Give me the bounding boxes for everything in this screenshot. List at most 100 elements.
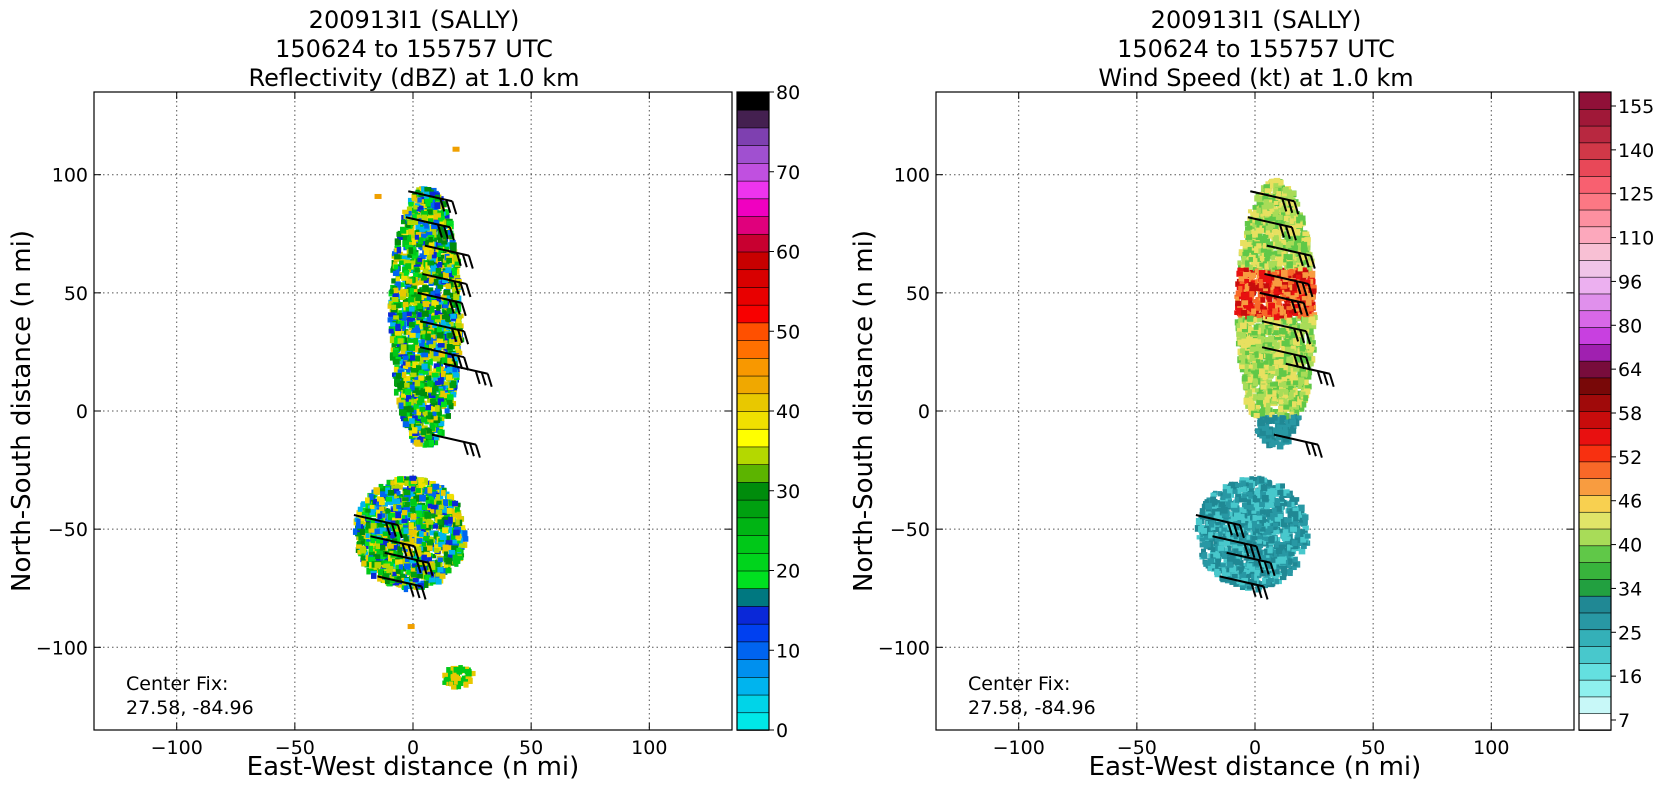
radar-echo-pixel bbox=[402, 510, 407, 515]
panel-title-line-3: Reflectivity (dBZ) at 1.0 km bbox=[249, 64, 580, 92]
colorbar-segment bbox=[737, 641, 769, 659]
radar-echo-pixel bbox=[424, 512, 431, 519]
radar-echo-pixel bbox=[386, 497, 392, 502]
radar-echo-pixel bbox=[366, 568, 370, 575]
colorbar-segment bbox=[737, 535, 769, 553]
radar-echo-pixel bbox=[409, 322, 415, 327]
radar-echo-pixel bbox=[419, 280, 424, 285]
radar-echo-pixel bbox=[405, 389, 411, 395]
radar-echo-pixel bbox=[1237, 260, 1241, 265]
radar-echo-pixel bbox=[420, 383, 425, 388]
radar-echo-pixel bbox=[1290, 374, 1296, 379]
radar-echo-pixel bbox=[399, 564, 403, 569]
radar-echo-pixel bbox=[453, 530, 460, 536]
center-fix-value: 27.58, -84.96 bbox=[126, 697, 254, 719]
radar-echo-pixel bbox=[388, 490, 394, 496]
radar-echo-pixel bbox=[1302, 401, 1307, 407]
y-tick-label: −50 bbox=[48, 519, 88, 541]
radar-echo-pixel bbox=[443, 290, 450, 296]
radar-echo-pixel bbox=[1253, 372, 1258, 379]
radar-echo-pixel bbox=[441, 240, 447, 244]
colorbar-segment bbox=[737, 500, 769, 518]
radar-echo-pixel bbox=[391, 305, 396, 310]
radar-echo-pixel bbox=[462, 536, 468, 542]
radar-echo-pixel bbox=[361, 555, 366, 560]
radar-echo-pixel bbox=[408, 229, 414, 235]
colorbar-segment bbox=[737, 127, 769, 145]
y-tick-label: 50 bbox=[64, 283, 88, 305]
radar-echo-pixel bbox=[378, 569, 383, 575]
radar-echo-pixel bbox=[393, 264, 398, 269]
radar-echo-pixel bbox=[441, 490, 446, 496]
radar-echo-pixel bbox=[365, 542, 370, 546]
panel-title-line-1: 200913I1 (SALLY) bbox=[309, 6, 520, 34]
radar-echo-pixel bbox=[414, 328, 420, 333]
radar-echo-pixel bbox=[401, 276, 408, 281]
colorbar-segment bbox=[737, 393, 769, 411]
radar-echo-pixel bbox=[390, 322, 396, 326]
radar-echo-pixel bbox=[383, 564, 390, 568]
radar-echo-pixel bbox=[447, 494, 454, 499]
colorbar-segment bbox=[737, 624, 769, 642]
radar-echo-pixel bbox=[415, 440, 420, 446]
radar-echo-pixel bbox=[373, 487, 379, 494]
radar-echo-pixel bbox=[409, 333, 415, 338]
radar-echo-pixel bbox=[437, 519, 442, 524]
radar-echo-pixel bbox=[369, 546, 373, 552]
wind-barb-feather bbox=[476, 371, 480, 384]
radar-echo-pixel bbox=[396, 569, 401, 574]
radar-echo-pixel bbox=[418, 312, 422, 317]
radar-echo-pixel bbox=[371, 572, 376, 578]
radar-echo-pixel bbox=[442, 315, 449, 320]
radar-echo-pixel bbox=[410, 373, 416, 377]
radar-echo-pixel bbox=[452, 269, 457, 275]
radar-echo-pixel bbox=[440, 391, 445, 397]
radar-echo-pixel bbox=[400, 227, 406, 233]
radar-echo-pixel bbox=[400, 290, 406, 297]
radar-echo-pixel bbox=[425, 202, 430, 206]
radar-echo-pixel bbox=[434, 548, 439, 553]
radar-echo-pixel bbox=[422, 301, 429, 307]
radar-echo-pixel bbox=[409, 418, 415, 424]
radar-echo-pixel bbox=[433, 484, 440, 490]
radar-echo-pixel bbox=[431, 514, 435, 519]
radar-echo-pixel bbox=[439, 573, 445, 578]
radar-echo-pixel bbox=[393, 359, 400, 365]
radar-echo-pixel bbox=[393, 315, 399, 319]
radar-echo-pixel bbox=[399, 260, 404, 265]
radar-echo-pixel bbox=[399, 403, 404, 409]
radar-echo-pixel bbox=[455, 507, 460, 512]
colorbar-segment bbox=[737, 517, 769, 535]
radar-echo-pixel bbox=[423, 269, 428, 274]
radar-echo-pixel bbox=[389, 329, 394, 334]
radar-echo-pixel bbox=[443, 381, 450, 385]
x-tick-label: −100 bbox=[151, 737, 203, 759]
colorbar-segment bbox=[737, 163, 769, 181]
radar-echo-pixel bbox=[447, 333, 452, 338]
radar-echo-pixel bbox=[456, 548, 461, 552]
radar-echo-pixel bbox=[436, 268, 441, 274]
radar-echo-pixel bbox=[449, 382, 456, 388]
radar-echo-pixel bbox=[398, 384, 403, 389]
radar-echo-pixel bbox=[445, 558, 452, 565]
radar-echo-pixel bbox=[437, 332, 443, 338]
radar-echo-pixel bbox=[424, 440, 429, 447]
radar-echo-pixel bbox=[413, 578, 419, 582]
radar-echo-pixel bbox=[415, 235, 419, 240]
wind-speed-panel: 200913I1 (SALLY) 150624 to 155757 UTC Wi… bbox=[849, 6, 1654, 782]
radar-echo-pixel bbox=[409, 522, 414, 529]
radar-echo-pixel bbox=[451, 674, 457, 678]
panel-title-line-2: 150624 to 155757 UTC bbox=[275, 35, 553, 63]
radar-echo-pixel bbox=[1254, 325, 1259, 330]
radar-echo-pixel bbox=[434, 357, 440, 361]
radar-echo-pixel bbox=[445, 267, 451, 273]
radar-echo-pixel bbox=[427, 261, 434, 266]
radar-echo-pixel bbox=[408, 297, 414, 302]
radar-echo-pixel bbox=[379, 498, 385, 505]
radar-echo-pixel bbox=[443, 499, 448, 506]
wind-barb-feather bbox=[476, 445, 480, 458]
radar-echo-pixel bbox=[391, 278, 396, 283]
radar-echo-pixel bbox=[423, 536, 429, 541]
colorbar-segment bbox=[737, 181, 769, 199]
